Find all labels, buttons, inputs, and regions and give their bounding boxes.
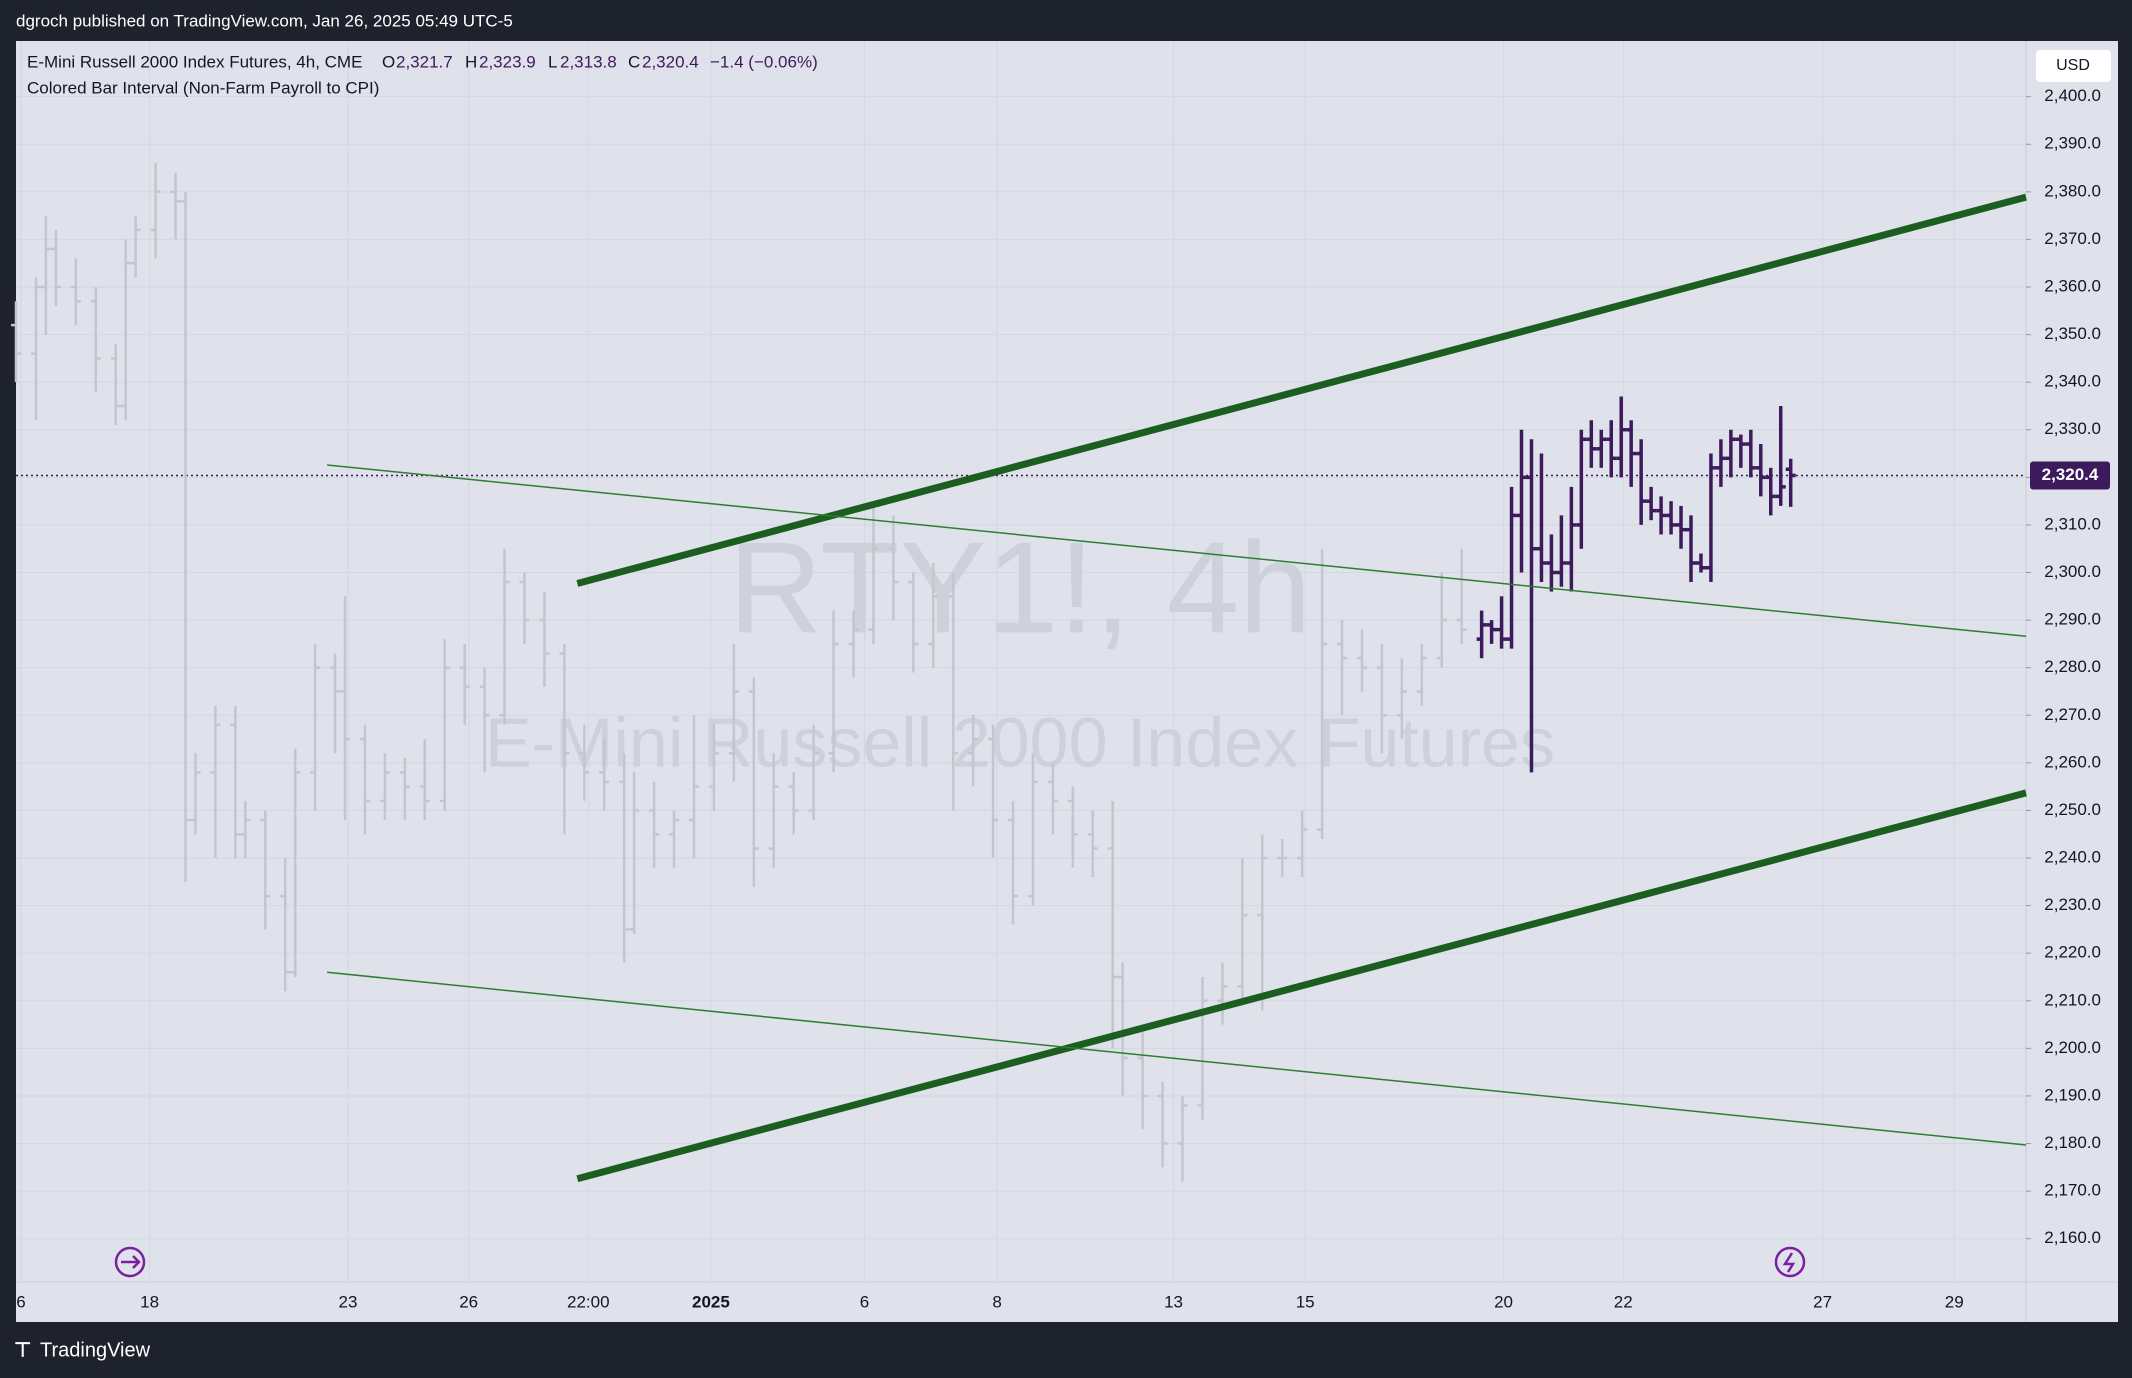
x-tick-label: 6	[860, 1292, 869, 1311]
y-tick-label: 2,330.0	[2044, 419, 2101, 438]
legend-value: 2,321.7	[396, 52, 453, 71]
x-tick-label: 27	[1813, 1292, 1832, 1311]
grid	[16, 41, 2026, 1282]
legend-value: 2,323.9	[479, 52, 536, 71]
y-tick-label: 2,230.0	[2044, 895, 2101, 914]
brand: TradingView	[40, 1339, 151, 1361]
x-tick-label: 22	[1614, 1292, 1633, 1311]
y-tick-label: 2,380.0	[2044, 181, 2101, 200]
legend-value: 2,320.4	[642, 52, 699, 71]
x-tick-label: 29	[1945, 1292, 1964, 1311]
trend-line	[326, 464, 2027, 638]
x-tick-label: 22:00	[567, 1292, 610, 1311]
y-tick-label: 2,210.0	[2044, 990, 2101, 1009]
y-tick-label: 2,240.0	[2044, 848, 2101, 867]
event-icon-glyph	[121, 1255, 141, 1269]
legend-key: H	[465, 52, 477, 71]
y-tick-label: 2,200.0	[2044, 1038, 2101, 1057]
y-tick-label: 2,280.0	[2044, 657, 2101, 676]
y-tick-label: 2,270.0	[2044, 705, 2101, 724]
symbol-title: E-Mini Russell 2000 Index Futures, 4h, C…	[27, 52, 362, 71]
watermark: RTY1!, 4h	[729, 514, 1312, 660]
x-tick-label: 8	[992, 1292, 1001, 1311]
x-tick-label: 20	[1494, 1292, 1513, 1311]
x-tick-label: 18	[140, 1292, 159, 1311]
y-tick-label: 2,400.0	[2044, 86, 2101, 105]
legend-key: C	[628, 52, 640, 71]
y-tick-label: 2,310.0	[2044, 514, 2101, 533]
last-price-label: 2,320.4	[2042, 465, 2099, 484]
currency[interactable]: USD	[2056, 57, 2090, 74]
legend-value: 2,313.8	[560, 52, 617, 71]
watermark-subtitle: E-Mini Russell 2000 Index Futures	[485, 703, 1555, 781]
labels: 2,160.0 2,170.0 2,180.0 2,190.0 2,200.0 2,210…	[16, 52, 2110, 1311]
legend-key: O	[382, 52, 395, 71]
y-tick-label: 2,170.0	[2044, 1181, 2101, 1200]
y-tick-label: 2,300.0	[2044, 562, 2101, 581]
y-tick-label: 2,250.0	[2044, 800, 2101, 819]
x-tick-label: 26	[459, 1292, 478, 1311]
y-tick-label: 2,360.0	[2044, 276, 2101, 295]
marks	[11, 163, 2027, 1183]
x-tick-label: 2025	[692, 1292, 730, 1311]
change: −1.4 (−0.06%)	[710, 52, 818, 71]
x-tick-label: 6	[16, 1292, 25, 1311]
x-tick-label: 15	[1296, 1292, 1315, 1311]
plot-background	[16, 41, 2118, 1322]
y-tick-label: 2,390.0	[2044, 134, 2101, 153]
y-tick-label: 2,180.0	[2044, 1133, 2101, 1152]
x-tick-label: 23	[339, 1292, 358, 1311]
trend-line	[576, 789, 2027, 1183]
trend-line	[576, 193, 2027, 587]
y-tick-label: 2,260.0	[2044, 752, 2101, 771]
last-price-box	[2030, 461, 2110, 490]
y-tick-label: 2,160.0	[2044, 1228, 2101, 1247]
trend-line	[326, 971, 2027, 1146]
y-tick-label: 2,290.0	[2044, 610, 2101, 629]
currency-box[interactable]	[2036, 50, 2111, 82]
published-by: dgroch published on TradingView.com, Jan…	[16, 11, 513, 30]
y-tick-label: 2,190.0	[2044, 1085, 2101, 1104]
brand-logo: ⊤	[14, 1339, 31, 1361]
x-tick-label: 13	[1164, 1292, 1183, 1311]
event-icon-glyph	[1782, 1252, 1796, 1273]
indicator-name: Colored Bar Interval (Non-Farm Payroll t…	[27, 78, 379, 97]
legend-key: L	[548, 52, 557, 71]
y-tick-label: 2,370.0	[2044, 229, 2101, 248]
y-tick-label: 2,220.0	[2044, 943, 2101, 962]
event-icon[interactable]	[1774, 1246, 1806, 1278]
y-tick-label: 2,350.0	[2044, 324, 2101, 343]
y-tick-label: 2,340.0	[2044, 372, 2101, 391]
event-icon[interactable]	[114, 1246, 146, 1278]
